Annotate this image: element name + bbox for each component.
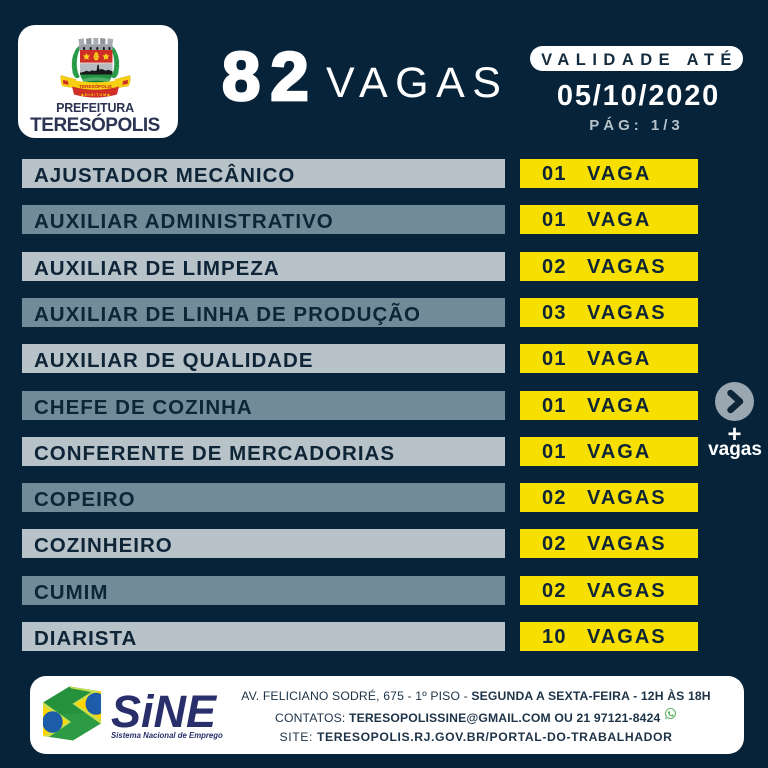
svg-text:TERESÓPOLIS: TERESÓPOLIS	[79, 82, 112, 89]
svg-text:◆ D I G I T U M ◆: ◆ D I G I T U M ◆	[80, 93, 111, 97]
